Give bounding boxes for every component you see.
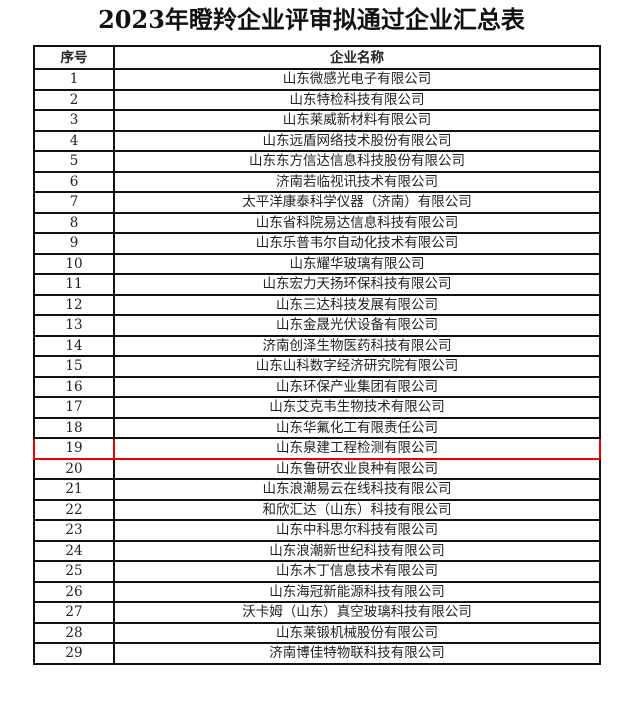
company-name-cell: 山东泉建工程检测有限公司 <box>113 437 601 460</box>
table-row: 9 山东乐普韦尔自动化技术有限公司 <box>33 232 601 255</box>
header-serial-number: 序号 <box>33 45 115 70</box>
table-row: 7 太平洋康泰科学仪器（济南）有限公司 <box>33 191 601 214</box>
company-name-cell: 山东艾克韦生物技术有限公司 <box>113 396 601 419</box>
company-name-cell: 山东特检科技有限公司 <box>113 88 601 111</box>
serial-number-cell: 28 <box>33 621 115 644</box>
table-row: 18 山东华氟化工有限责任公司 <box>33 416 601 439</box>
serial-number-cell: 16 <box>33 375 115 398</box>
company-name-cell: 济南若临视讯技术有限公司 <box>113 170 601 193</box>
serial-number-cell: 29 <box>33 642 115 665</box>
serial-number-cell: 18 <box>33 416 115 439</box>
serial-number-cell: 21 <box>33 478 115 501</box>
company-name-cell: 济南创泽生物医药科技有限公司 <box>113 334 601 357</box>
company-name-cell: 山东乐普韦尔自动化技术有限公司 <box>113 232 601 255</box>
company-table: 序号 企业名称 1 山东微感光电子有限公司 2 山东特检科技有限公司 3 山东莱威新材料有… <box>33 45 601 665</box>
table-row: 16 山东环保产业集团有限公司 <box>33 375 601 398</box>
serial-number-cell: 22 <box>33 498 115 521</box>
table-header-row: 序号 企业名称 <box>33 45 601 70</box>
company-name-cell: 山东浪潮易云在线科技有限公司 <box>113 478 601 501</box>
serial-number-cell: 13 <box>33 314 115 337</box>
table-row: 12 山东三达科技发展有限公司 <box>33 293 601 316</box>
company-name-cell: 山东中科思尔科技有限公司 <box>113 519 601 542</box>
company-name-cell: 山东金晟光伏设备有限公司 <box>113 314 601 337</box>
company-name-cell: 山东莱锻机械股份有限公司 <box>113 621 601 644</box>
table-row: 6 济南若临视讯技术有限公司 <box>33 170 601 193</box>
header-company-name: 企业名称 <box>113 45 601 70</box>
serial-number-cell: 11 <box>33 273 115 296</box>
company-name-cell: 山东鲁研农业良种有限公司 <box>113 457 601 480</box>
company-name-cell: 山东浪潮新世纪科技有限公司 <box>113 539 601 562</box>
serial-number-cell: 19 <box>33 437 115 460</box>
table-row: 20 山东鲁研农业良种有限公司 <box>33 457 601 480</box>
table-row: 5 山东东方信达信息科技股份有限公司 <box>33 150 601 173</box>
serial-number-cell: 14 <box>33 334 115 357</box>
company-name-cell: 和欣汇达（山东）科技有限公司 <box>113 498 601 521</box>
serial-number-cell: 20 <box>33 457 115 480</box>
company-name-cell: 山东宏力天扬环保科技有限公司 <box>113 273 601 296</box>
table-row: 24 山东浪潮新世纪科技有限公司 <box>33 539 601 562</box>
table-row: 11 山东宏力天扬环保科技有限公司 <box>33 273 601 296</box>
table-row-highlighted: 19 山东泉建工程检测有限公司 <box>33 437 601 460</box>
serial-number-cell: 4 <box>33 129 115 152</box>
table-row: 8 山东省科院易达信息科技有限公司 <box>33 211 601 234</box>
serial-number-cell: 27 <box>33 601 115 624</box>
serial-number-cell: 6 <box>33 170 115 193</box>
table-row: 26 山东海冠新能源科技有限公司 <box>33 580 601 603</box>
serial-number-cell: 8 <box>33 211 115 234</box>
table-row: 2 山东特检科技有限公司 <box>33 88 601 111</box>
table-row: 23 山东中科思尔科技有限公司 <box>33 519 601 542</box>
table-row: 3 山东莱威新材料有限公司 <box>33 109 601 132</box>
table-row: 1 山东微感光电子有限公司 <box>33 68 601 91</box>
company-name-cell: 山东海冠新能源科技有限公司 <box>113 580 601 603</box>
serial-number-cell: 25 <box>33 560 115 583</box>
table-row: 4 山东远盾网络技术股份有限公司 <box>33 129 601 152</box>
company-name-cell: 山东省科院易达信息科技有限公司 <box>113 211 601 234</box>
company-name-cell: 山东微感光电子有限公司 <box>113 68 601 91</box>
company-name-cell: 山东华氟化工有限责任公司 <box>113 416 601 439</box>
serial-number-cell: 23 <box>33 519 115 542</box>
table-row: 13 山东金晟光伏设备有限公司 <box>33 314 601 337</box>
table-row: 14 济南创泽生物医药科技有限公司 <box>33 334 601 357</box>
company-name-cell: 山东东方信达信息科技股份有限公司 <box>113 150 601 173</box>
serial-number-cell: 7 <box>33 191 115 214</box>
company-name-cell: 山东三达科技发展有限公司 <box>113 293 601 316</box>
serial-number-cell: 5 <box>33 150 115 173</box>
table-row: 22 和欣汇达（山东）科技有限公司 <box>33 498 601 521</box>
table-row: 10 山东耀华玻璃有限公司 <box>33 252 601 275</box>
company-name-cell: 济南博佳特物联科技有限公司 <box>113 642 601 665</box>
table-row: 21 山东浪潮易云在线科技有限公司 <box>33 478 601 501</box>
company-name-cell: 山东莱威新材料有限公司 <box>113 109 601 132</box>
serial-number-cell: 1 <box>33 68 115 91</box>
serial-number-cell: 9 <box>33 232 115 255</box>
company-name-cell: 山东耀华玻璃有限公司 <box>113 252 601 275</box>
table-row: 28 山东莱锻机械股份有限公司 <box>33 621 601 644</box>
serial-number-cell: 17 <box>33 396 115 419</box>
serial-number-cell: 15 <box>33 355 115 378</box>
table-row: 29 济南博佳特物联科技有限公司 <box>33 642 601 665</box>
company-name-cell: 山东山科数字经济研究院有限公司 <box>113 355 601 378</box>
serial-number-cell: 24 <box>33 539 115 562</box>
table-body: 1 山东微感光电子有限公司 2 山东特检科技有限公司 3 山东莱威新材料有限公司 4 山东远盾… <box>33 68 601 665</box>
page-title: 2023年瞪羚企业评审拟通过企业汇总表 <box>98 5 525 34</box>
company-name-cell: 山东环保产业集团有限公司 <box>113 375 601 398</box>
serial-number-cell: 3 <box>33 109 115 132</box>
table-row: 15 山东山科数字经济研究院有限公司 <box>33 355 601 378</box>
company-name-cell: 沃卡姆（山东）真空玻璃科技有限公司 <box>113 601 601 624</box>
company-name-cell: 太平洋康泰科学仪器（济南）有限公司 <box>113 191 601 214</box>
serial-number-cell: 26 <box>33 580 115 603</box>
serial-number-cell: 10 <box>33 252 115 275</box>
table-row: 17 山东艾克韦生物技术有限公司 <box>33 396 601 419</box>
company-name-cell: 山东远盾网络技术股份有限公司 <box>113 129 601 152</box>
serial-number-cell: 12 <box>33 293 115 316</box>
serial-number-cell: 2 <box>33 88 115 111</box>
company-name-cell: 山东木丁信息技术有限公司 <box>113 560 601 583</box>
table-row: 27 沃卡姆（山东）真空玻璃科技有限公司 <box>33 601 601 624</box>
table-row: 25 山东木丁信息技术有限公司 <box>33 560 601 583</box>
